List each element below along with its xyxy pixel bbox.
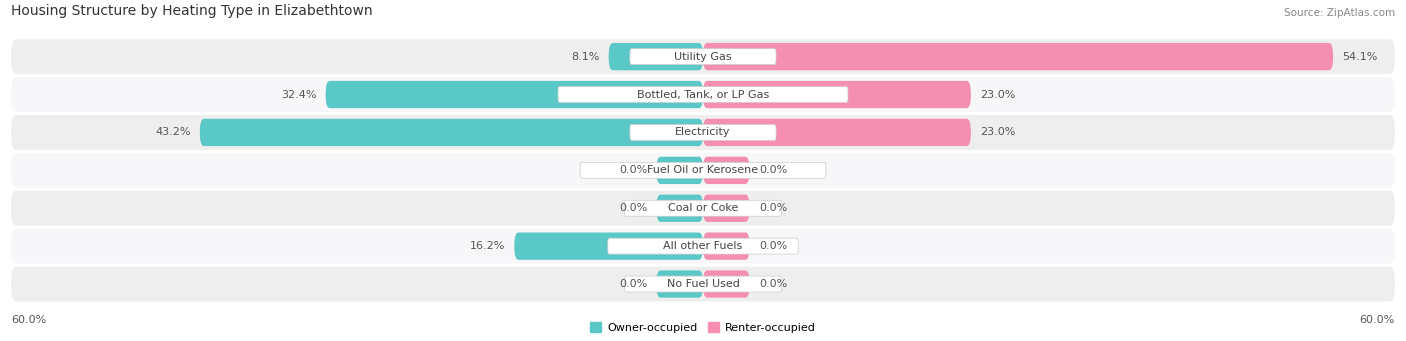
Text: Utility Gas: Utility Gas bbox=[675, 51, 731, 62]
FancyBboxPatch shape bbox=[703, 81, 972, 108]
FancyBboxPatch shape bbox=[703, 43, 1333, 70]
FancyBboxPatch shape bbox=[11, 267, 1395, 301]
Text: 43.2%: 43.2% bbox=[155, 128, 191, 137]
FancyBboxPatch shape bbox=[11, 39, 1395, 74]
Text: 8.1%: 8.1% bbox=[571, 51, 599, 62]
Text: Coal or Coke: Coal or Coke bbox=[668, 203, 738, 213]
Text: Fuel Oil or Kerosene: Fuel Oil or Kerosene bbox=[647, 165, 759, 175]
FancyBboxPatch shape bbox=[624, 276, 782, 292]
Legend: Owner-occupied, Renter-occupied: Owner-occupied, Renter-occupied bbox=[586, 318, 820, 337]
FancyBboxPatch shape bbox=[657, 195, 703, 222]
FancyBboxPatch shape bbox=[11, 229, 1395, 264]
FancyBboxPatch shape bbox=[703, 157, 749, 184]
FancyBboxPatch shape bbox=[558, 87, 848, 103]
FancyBboxPatch shape bbox=[11, 191, 1395, 226]
Text: 0.0%: 0.0% bbox=[759, 203, 787, 213]
Text: 0.0%: 0.0% bbox=[759, 165, 787, 175]
FancyBboxPatch shape bbox=[11, 153, 1395, 188]
Text: 60.0%: 60.0% bbox=[11, 315, 46, 325]
Text: No Fuel Used: No Fuel Used bbox=[666, 279, 740, 289]
FancyBboxPatch shape bbox=[326, 81, 703, 108]
FancyBboxPatch shape bbox=[630, 124, 776, 140]
FancyBboxPatch shape bbox=[657, 157, 703, 184]
FancyBboxPatch shape bbox=[703, 119, 972, 146]
FancyBboxPatch shape bbox=[630, 49, 776, 64]
Text: 23.0%: 23.0% bbox=[980, 90, 1015, 100]
Text: All other Fuels: All other Fuels bbox=[664, 241, 742, 251]
Text: 60.0%: 60.0% bbox=[1360, 315, 1395, 325]
Text: 0.0%: 0.0% bbox=[759, 279, 787, 289]
Text: Bottled, Tank, or LP Gas: Bottled, Tank, or LP Gas bbox=[637, 90, 769, 100]
Text: 23.0%: 23.0% bbox=[980, 128, 1015, 137]
Text: Source: ZipAtlas.com: Source: ZipAtlas.com bbox=[1284, 8, 1395, 18]
Text: 32.4%: 32.4% bbox=[281, 90, 316, 100]
Text: 0.0%: 0.0% bbox=[619, 165, 647, 175]
FancyBboxPatch shape bbox=[624, 200, 782, 216]
FancyBboxPatch shape bbox=[515, 233, 703, 260]
Text: 54.1%: 54.1% bbox=[1343, 51, 1378, 62]
FancyBboxPatch shape bbox=[703, 270, 749, 298]
Text: Electricity: Electricity bbox=[675, 128, 731, 137]
Text: 0.0%: 0.0% bbox=[619, 279, 647, 289]
Text: 0.0%: 0.0% bbox=[619, 203, 647, 213]
FancyBboxPatch shape bbox=[609, 43, 703, 70]
Text: 0.0%: 0.0% bbox=[759, 241, 787, 251]
FancyBboxPatch shape bbox=[11, 77, 1395, 112]
FancyBboxPatch shape bbox=[703, 233, 749, 260]
FancyBboxPatch shape bbox=[581, 162, 825, 178]
FancyBboxPatch shape bbox=[607, 238, 799, 254]
FancyBboxPatch shape bbox=[11, 115, 1395, 150]
FancyBboxPatch shape bbox=[200, 119, 703, 146]
Text: 16.2%: 16.2% bbox=[470, 241, 505, 251]
FancyBboxPatch shape bbox=[657, 270, 703, 298]
Text: Housing Structure by Heating Type in Elizabethtown: Housing Structure by Heating Type in Eli… bbox=[11, 4, 373, 18]
FancyBboxPatch shape bbox=[703, 195, 749, 222]
